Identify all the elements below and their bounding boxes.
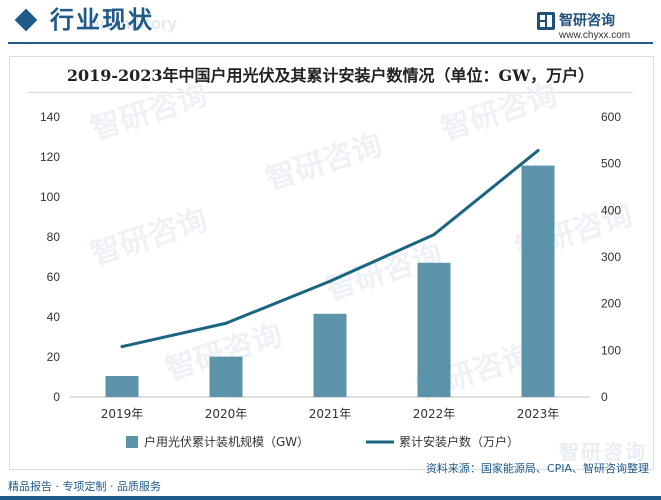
watermark-text: 智研咨询	[87, 77, 212, 147]
section-watermark-text: ent history	[90, 14, 177, 33]
header-divider	[8, 42, 653, 44]
x-tick-label: 2019年	[101, 407, 144, 421]
watermark-text: 智研咨询	[262, 127, 387, 197]
footer-watermark: 智研咨询	[559, 440, 647, 464]
x-tick-label: 2023年	[517, 407, 560, 421]
bar	[313, 313, 347, 397]
line-point	[224, 321, 228, 325]
legend-bar-label: 户用光伏累计装机规模（GW）	[144, 434, 309, 449]
y-left-tick-label: 140	[40, 110, 60, 124]
title-divider	[28, 92, 633, 93]
line-point	[328, 279, 332, 283]
y-left-tick-label: 60	[47, 270, 61, 284]
source-note: 资料来源：国家能源局、CPIA、智研咨询整理	[425, 462, 649, 475]
section-title: 行业现状	[50, 6, 154, 34]
watermark-text: 智研咨询	[87, 202, 212, 272]
y-right-tick-label: 600	[601, 110, 621, 124]
logo-name: 智研咨询	[559, 13, 615, 29]
bar	[105, 376, 139, 397]
y-right-tick-label: 200	[601, 297, 621, 311]
y-left-tick-label: 80	[47, 230, 61, 244]
footer-bar	[0, 496, 661, 500]
y-right-tick-label: 0	[601, 390, 608, 404]
y-right-tick-label: 300	[601, 250, 621, 264]
y-left-tick-label: 0	[53, 390, 60, 404]
line-point	[120, 345, 124, 349]
bar	[521, 165, 555, 397]
x-tick-label: 2020年	[205, 407, 248, 421]
y-left-tick-label: 120	[40, 150, 60, 164]
y-left-tick-label: 20	[47, 350, 61, 364]
bar	[209, 356, 243, 397]
x-tick-label: 2021年	[309, 407, 352, 421]
line-point	[432, 233, 436, 237]
y-right-tick-label: 500	[601, 157, 621, 171]
chart-title: 2019-2023年中国户用光伏及其累计安装户数情况（单位：GW，万户）	[66, 66, 595, 85]
legend-line-label: 累计安装户数（万户）	[399, 434, 519, 449]
logo-icon	[537, 12, 555, 30]
watermark-text: 智研咨询	[437, 77, 562, 147]
y-right-tick-label: 400	[601, 203, 621, 217]
logo-url: www.chyxx.com	[559, 30, 631, 41]
footer-slogan: 精品报告 · 专项定制 · 品质服务	[8, 480, 161, 493]
y-left-tick-label: 40	[47, 310, 61, 324]
y-left-tick-label: 100	[40, 190, 60, 204]
y-right-tick-label: 100	[601, 343, 621, 357]
legend-bar-swatch	[126, 436, 138, 448]
brand-logo: 智研咨询 www.chyxx.com	[537, 8, 647, 44]
bar	[417, 262, 451, 397]
header-bar: ent history 行业现状 智研咨询 www.chyxx.com	[0, 0, 661, 50]
line-point	[536, 149, 540, 153]
x-tick-label: 2022年	[413, 407, 456, 421]
